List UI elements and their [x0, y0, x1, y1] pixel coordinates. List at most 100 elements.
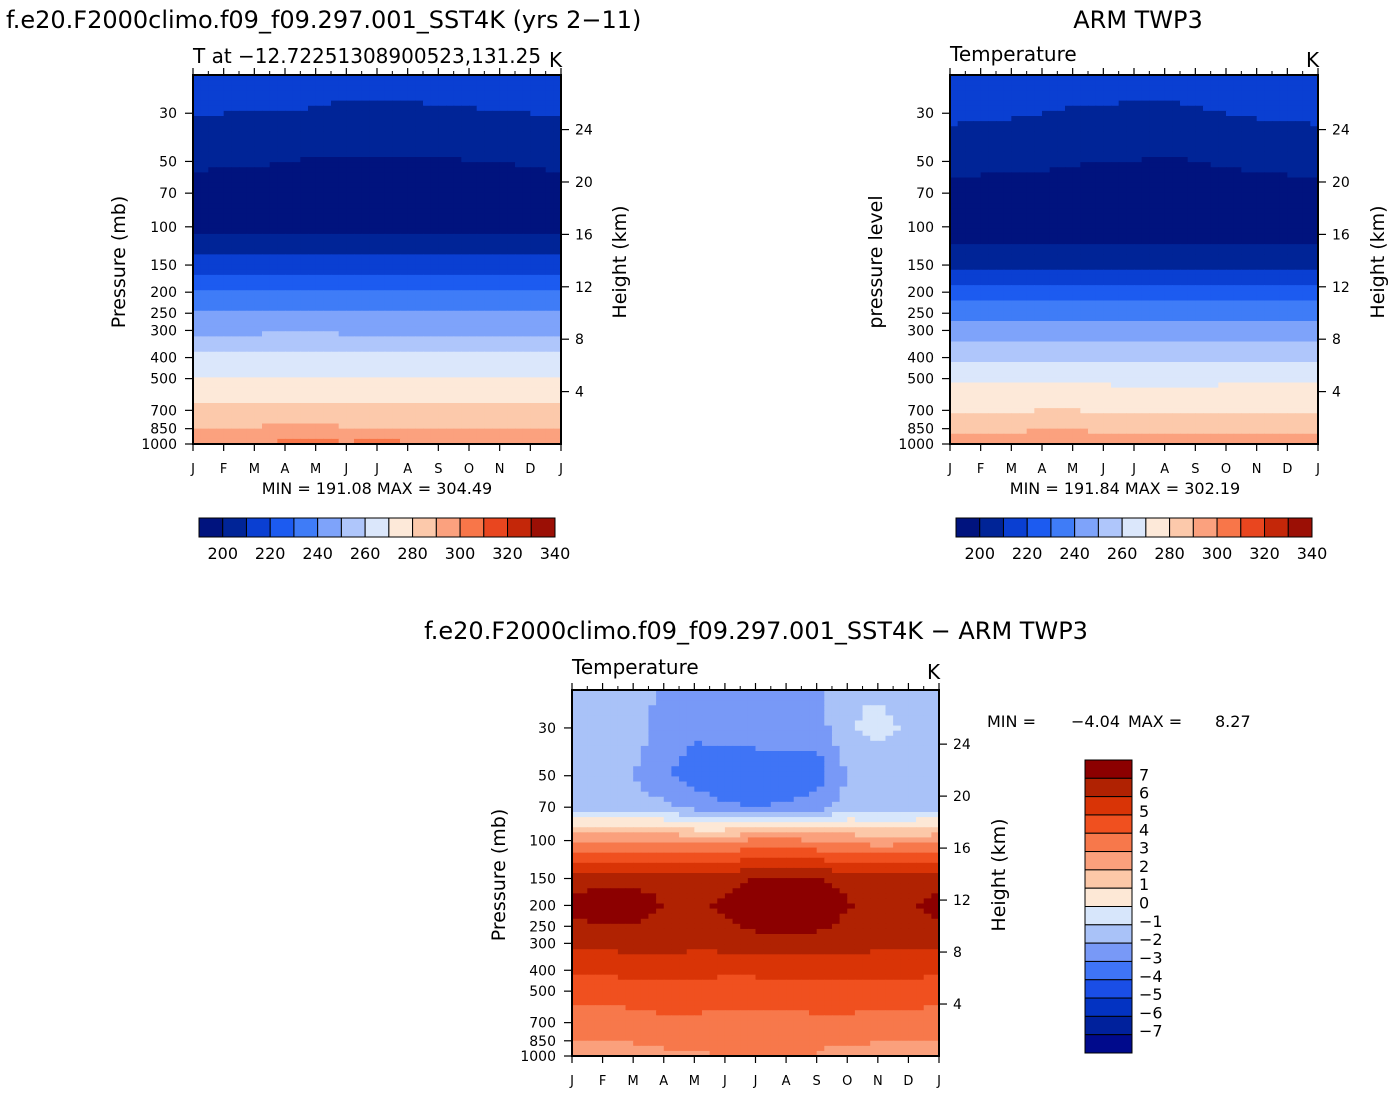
contour-cell: [193, 351, 202, 358]
contour-cell: [277, 126, 286, 132]
obs-panel-units: K: [1306, 48, 1320, 72]
contour-cell: [384, 346, 393, 353]
contour-cell: [269, 126, 278, 132]
contour-cell: [1287, 105, 1296, 112]
contour-cell: [522, 310, 531, 317]
contour-cell: [377, 126, 386, 132]
contour-cell: [530, 100, 539, 107]
contour-cell: [438, 254, 447, 261]
contour-cell: [262, 280, 271, 286]
contour-cell: [492, 428, 501, 435]
contour-cell: [254, 418, 263, 425]
contour-cell: [1157, 121, 1166, 127]
pressure-tick-label: 850: [150, 422, 177, 438]
contour-cell: [1279, 90, 1288, 97]
contour-cell: [1218, 177, 1227, 184]
colorbar-swatch: [483, 517, 509, 538]
contour-cell: [384, 321, 393, 327]
contour-cell: [1157, 162, 1166, 168]
contour-cell: [973, 141, 982, 148]
contour-cell: [461, 280, 470, 286]
contour-cell: [1233, 100, 1242, 107]
contour-cell: [254, 290, 263, 296]
contour-cell: [239, 172, 248, 179]
contour-cell: [453, 146, 462, 153]
contour-cell: [223, 418, 232, 425]
contour-cell: [400, 290, 409, 296]
contour-cell: [254, 75, 263, 81]
contour-cell: [1034, 75, 1043, 81]
contour-cell: [308, 254, 317, 261]
contour-cell: [346, 397, 355, 404]
contour-cell: [338, 228, 347, 235]
contour-cell: [338, 218, 347, 225]
contour-cell: [400, 259, 409, 266]
contour-cell: [354, 182, 363, 189]
contour-cell: [361, 377, 370, 384]
contour-cell: [957, 203, 966, 209]
contour-cell: [269, 162, 278, 168]
contour-cell: [292, 110, 301, 117]
contour-cell: [285, 239, 294, 245]
contour-cell: [285, 244, 294, 250]
contour-cell: [1003, 187, 1012, 194]
contour-cell: [277, 408, 286, 414]
contour-cell: [538, 336, 547, 343]
contour-cell: [415, 397, 424, 404]
contour-cell: [1241, 110, 1250, 117]
contour-cell: [400, 336, 409, 343]
contour-cell: [354, 75, 363, 81]
contour-cell: [285, 305, 294, 312]
contour-cell: [338, 269, 347, 276]
contour-cell: [292, 397, 301, 404]
contour-cell: [553, 305, 562, 312]
contour-cell: [484, 362, 493, 368]
contour-cell: [1195, 75, 1204, 81]
contour-cell: [415, 167, 424, 173]
contour-cell: [1118, 100, 1127, 107]
contour-cell: [499, 321, 508, 327]
contour-cell: [1302, 208, 1311, 214]
contour-cell: [492, 110, 501, 117]
contour-cell: [980, 141, 989, 148]
contour-cell: [308, 187, 317, 194]
contour-cell: [277, 264, 286, 271]
contour-cell: [1042, 75, 1051, 81]
contour-cell: [369, 167, 378, 173]
contour-cell: [269, 75, 278, 81]
contour-cell: [430, 372, 439, 378]
contour-cell: [553, 233, 562, 240]
pressure-tick-label: 100: [150, 220, 177, 236]
contour-cell: [1279, 151, 1288, 158]
contour-cell: [507, 377, 516, 384]
contour-cell: [1118, 131, 1127, 138]
contour-cell: [530, 269, 539, 276]
contour-cell: [361, 80, 370, 86]
contour-cell: [246, 223, 255, 230]
contour-cell: [430, 387, 439, 394]
contour-cell: [231, 239, 240, 245]
contour-cell: [1026, 116, 1035, 122]
contour-cell: [377, 80, 386, 86]
contour-cell: [545, 75, 554, 81]
contour-cell: [522, 362, 531, 368]
contour-cell: [980, 75, 989, 81]
contour-cell: [200, 244, 209, 250]
contour-cell: [461, 187, 470, 194]
contour-cell: [285, 403, 294, 409]
contour-cell: [354, 290, 363, 296]
contour-cell: [499, 244, 508, 250]
contour-cell: [1026, 121, 1035, 127]
contour-cell: [331, 269, 340, 276]
contour-cell: [515, 362, 524, 368]
contour-cell: [239, 403, 248, 409]
contour-cell: [292, 131, 301, 138]
contour-cell: [1134, 100, 1143, 107]
contour-cell: [369, 151, 378, 158]
contour-cell: [216, 285, 225, 291]
contour-cell: [446, 151, 455, 158]
contour-cell: [469, 377, 478, 384]
contour-cell: [400, 100, 409, 107]
contour-cell: [346, 254, 355, 261]
contour-cell: [308, 300, 317, 307]
